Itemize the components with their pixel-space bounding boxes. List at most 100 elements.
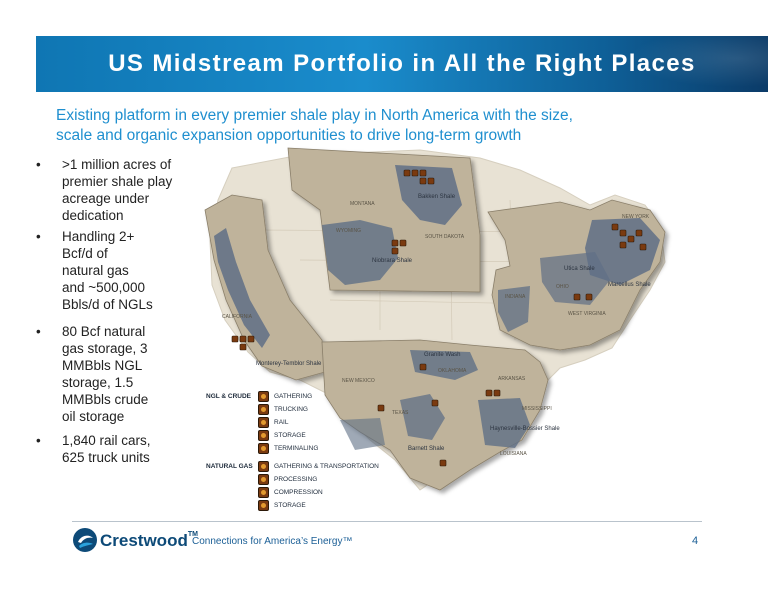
label-south-dakota: SOUTH DAKOTA [425, 234, 465, 240]
facility-icon [585, 293, 593, 301]
storage-icon [258, 500, 269, 511]
label-monterey: Monterey-Temblor Shale [256, 361, 322, 367]
bullet-line: >1 million acres of [62, 157, 172, 172]
crestwood-swirl-icon [73, 528, 97, 552]
us-asset-map: Bakken Shale Niobrara Shale Monterey-Tem… [204, 147, 666, 491]
bullet-dot-icon: • [36, 433, 41, 448]
gathering-icon [258, 391, 269, 402]
bullet-line: 80 Bcf natural [62, 324, 146, 339]
facility-icon [377, 404, 385, 412]
label-granite-wash: Granite Wash [424, 352, 460, 358]
shale-bakken [395, 165, 462, 225]
bullet-item: • >1 million acres of premier shale play… [36, 156, 236, 224]
bullet-dot-icon: • [36, 229, 41, 244]
bullet-line: 625 truck units [62, 450, 150, 465]
bullet-line: dedication [62, 208, 124, 223]
shale-haynesville [478, 398, 530, 448]
terminaling-icon [258, 443, 269, 454]
facility-icon [427, 177, 435, 185]
bullet-line: Handling 2+ [62, 229, 135, 244]
shale-granite-wash [410, 350, 478, 380]
label-utica: Utica Shale [564, 266, 595, 272]
facility-icon [493, 389, 501, 397]
facility-icon [439, 459, 447, 467]
label-barnett: Barnett Shale [408, 446, 445, 452]
crestwood-logo: CrestwoodTM [72, 527, 198, 555]
shale-permian [340, 418, 385, 450]
shale-niobrara [322, 220, 398, 285]
facility-icon [431, 399, 439, 407]
bullet-line: Bcf/d of [62, 246, 108, 261]
label-new-york: NEW YORK [622, 214, 650, 220]
trucking-icon [258, 404, 269, 415]
label-wyoming: WYOMING [336, 228, 361, 234]
legend-item: COMPRESSION [258, 487, 323, 498]
facility-icon [231, 335, 239, 343]
facility-icon [619, 241, 627, 249]
logo-wordmark: CrestwoodTM [100, 531, 198, 550]
label-marcellus: Marcellus Shale [608, 282, 651, 288]
footer-divider [72, 521, 702, 522]
facility-icon [419, 177, 427, 185]
legend-item: PROCESSING [258, 474, 317, 485]
gathering-transport-icon [258, 461, 269, 472]
bullet-line: natural gas [62, 263, 129, 278]
compression-icon [258, 487, 269, 498]
legend-item: RAIL [258, 417, 288, 428]
state-labels: MONTANA SOUTH DAKOTA WYOMING INDIANA OHI… [222, 201, 650, 457]
label-louisiana: LOUISIANA [500, 451, 527, 457]
bullet-line: MMBbls crude [62, 392, 149, 407]
label-oklahoma: OKLAHOMA [438, 368, 467, 374]
facility-icon [411, 169, 419, 177]
shale-labels: Bakken Shale Niobrara Shale Monterey-Tem… [256, 194, 651, 452]
facility-icon [611, 223, 619, 231]
label-haynesville: Haynesville-Bossier Shale [490, 426, 560, 432]
facility-icon [239, 343, 247, 351]
facility-icon [391, 247, 399, 255]
bullet-line: storage, 1.5 [62, 375, 134, 390]
label-niobrara: Niobrara Shale [372, 258, 413, 264]
facility-icon [399, 239, 407, 247]
label-texas: TEXAS [392, 410, 409, 416]
label-california: CALIFORNIA [222, 314, 253, 320]
legend-item: STORAGE [258, 430, 306, 441]
bullet-item: • 1,840 rail cars, 625 truck units [36, 432, 236, 466]
facility-icon [485, 389, 493, 397]
bullet-line: and ~500,000 [62, 280, 145, 295]
bullet-line: premier shale play [62, 174, 173, 189]
shale-utica [540, 252, 610, 305]
bullet-list: • >1 million acres of premier shale play… [36, 156, 236, 466]
facility-icon [419, 169, 427, 177]
facility-icon [247, 335, 255, 343]
bullet-line: gas storage, 3 [62, 341, 148, 356]
legend-item: TERMINALING [258, 443, 318, 454]
page-number: 4 [692, 535, 699, 547]
facility-icon [403, 169, 411, 177]
legend-item: GATHERING [258, 391, 312, 402]
title-banner: US Midstream Portfolio in All the Right … [36, 36, 768, 92]
facility-icon [635, 229, 643, 237]
subtitle-line: Existing platform in every premier shale… [56, 107, 573, 124]
shale-monterey [214, 228, 270, 348]
slide-subtitle: Existing platform in every premier shale… [56, 106, 756, 146]
legend-item: TRUCKING [258, 404, 308, 415]
shale-illinois [498, 286, 530, 332]
bullet-line: Bbls/d of NGLs [62, 297, 153, 312]
legend-item: GATHERING & TRANSPORTATION [258, 461, 379, 472]
processing-icon [258, 474, 269, 485]
facility-icons [231, 169, 647, 467]
bullet-dot-icon: • [36, 157, 41, 172]
label-montana: MONTANA [350, 201, 375, 207]
label-new-mexico: NEW MEXICO [342, 378, 375, 384]
storage-icon [258, 430, 269, 441]
label-arkansas: ARKANSAS [498, 376, 526, 382]
rail-icon [258, 417, 269, 428]
legend-heading-ngl-crude: NGL & CRUDE [206, 393, 252, 400]
facility-icon [573, 293, 581, 301]
facility-icon [627, 235, 635, 243]
label-mississippi: MISSISSIPPI [522, 406, 552, 412]
bullet-line: 1,840 rail cars, [62, 433, 151, 448]
facility-icon [391, 239, 399, 247]
facility-icon [419, 363, 427, 371]
slide-title: US Midstream Portfolio in All the Right … [108, 50, 696, 77]
